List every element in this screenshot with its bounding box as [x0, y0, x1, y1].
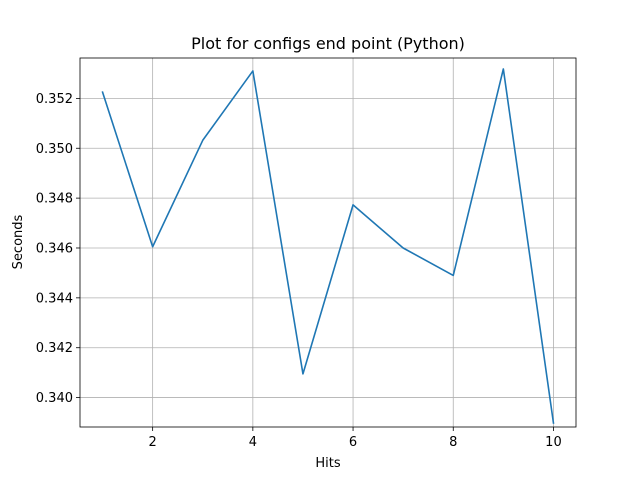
x-axis-label: Hits: [315, 456, 340, 471]
x-tick-label: 2: [149, 435, 157, 450]
x-tick-label: 4: [249, 435, 257, 450]
y-tick-label: 0.340: [36, 391, 73, 406]
series-layer: [101, 68, 555, 424]
y-axis-label: Seconds: [11, 214, 26, 269]
grid: [80, 58, 576, 427]
y-axis: 0.340 0.342 0.344 0.346 0.348 0.350 0.352: [36, 92, 80, 406]
series-line: [101, 68, 555, 424]
x-tick-label: 6: [349, 435, 357, 450]
y-tick-label: 0.350: [36, 142, 73, 157]
chart-title: Plot for configs end point (Python): [191, 34, 465, 53]
y-tick-label: 0.344: [36, 291, 73, 306]
y-tick-label: 0.348: [36, 192, 73, 207]
y-tick-label: 0.352: [36, 92, 73, 107]
y-tick-label: 0.342: [36, 341, 73, 356]
y-tick-label: 0.346: [36, 241, 73, 256]
x-tick-label: 8: [449, 435, 457, 450]
x-tick-label: 10: [545, 435, 562, 450]
plot-frame: [79, 57, 577, 428]
x-axis: 2 4 6 8 10: [149, 427, 562, 450]
